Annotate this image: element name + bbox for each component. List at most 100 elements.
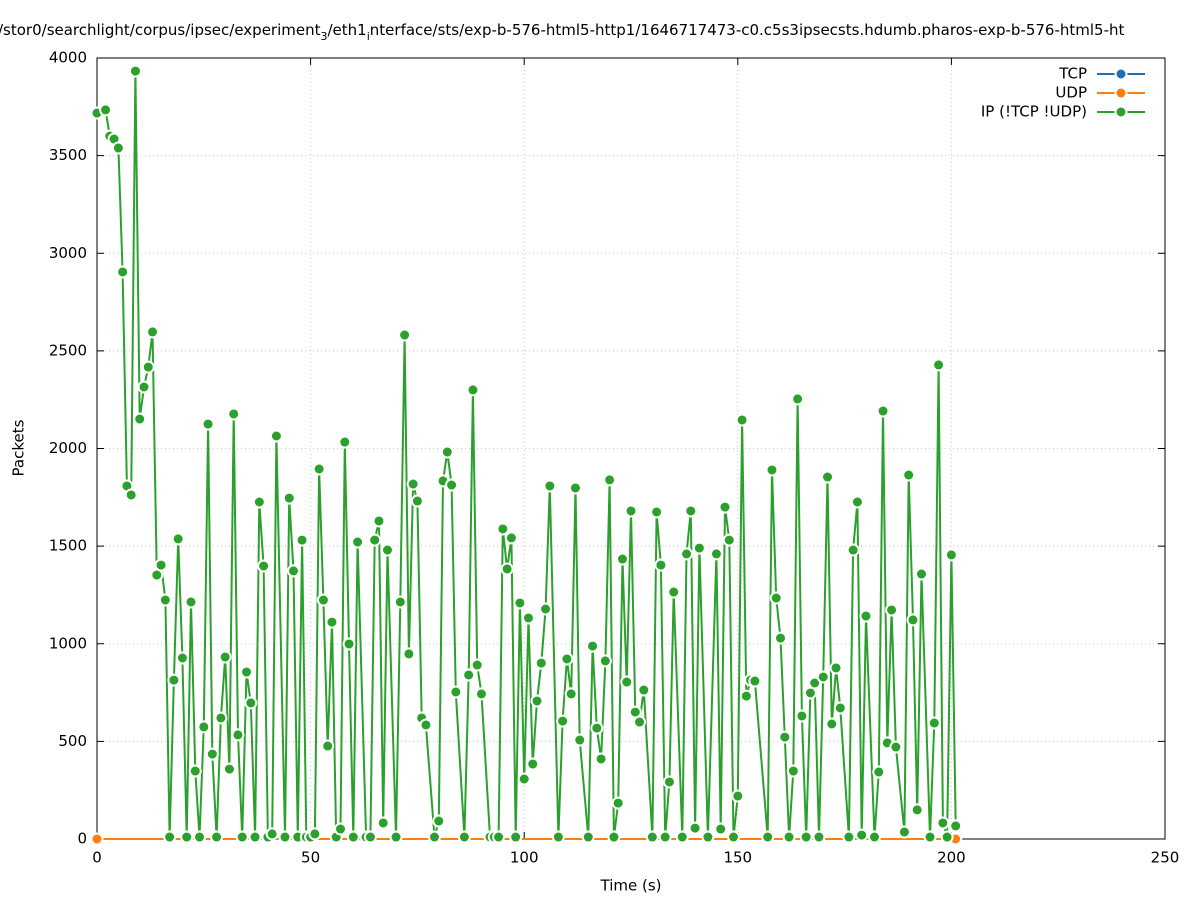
data-point — [944, 548, 958, 562]
data-point — [876, 404, 890, 418]
data-point — [269, 429, 283, 443]
data-point — [398, 328, 412, 342]
data-point — [868, 830, 882, 844]
data-point — [923, 830, 937, 844]
data-point — [932, 358, 946, 372]
data-point — [504, 531, 518, 545]
data-point — [735, 413, 749, 427]
data-point — [133, 412, 147, 426]
data-point — [180, 830, 194, 844]
data-point — [419, 718, 433, 732]
data-point — [556, 714, 570, 728]
x-tick-label: 200 — [937, 849, 966, 867]
data-point — [581, 830, 595, 844]
data-point — [731, 789, 745, 803]
data-point — [645, 830, 659, 844]
data-point — [620, 675, 634, 689]
data-point — [175, 651, 189, 665]
data-point — [188, 764, 202, 778]
data-point — [722, 533, 736, 547]
data-point — [825, 717, 839, 731]
data-point — [727, 830, 741, 844]
data-point — [500, 562, 514, 576]
data-point — [855, 828, 869, 842]
x-tick-label: 50 — [301, 849, 320, 867]
data-point — [667, 585, 681, 599]
data-point — [171, 532, 185, 546]
data-point — [90, 832, 104, 846]
y-tick-label: 500 — [58, 732, 87, 750]
data-point — [380, 543, 394, 557]
data-point — [539, 602, 553, 616]
data-point — [474, 687, 488, 701]
data-point — [662, 775, 676, 789]
data-point — [949, 819, 963, 833]
data-point — [197, 720, 211, 734]
legend-marker — [1114, 105, 1128, 119]
data-point — [205, 747, 219, 761]
data-point — [363, 830, 377, 844]
data-point — [99, 103, 113, 117]
data-point — [124, 488, 138, 502]
y-tick-label: 2000 — [49, 439, 87, 457]
data-point — [470, 658, 484, 672]
data-point — [889, 740, 903, 754]
data-point — [816, 670, 830, 684]
legend-label: UDP — [1055, 84, 1087, 102]
data-point — [312, 462, 326, 476]
data-point — [184, 595, 198, 609]
data-point — [551, 830, 565, 844]
data-point — [564, 687, 578, 701]
x-tick-label: 250 — [1151, 849, 1180, 867]
data-point — [718, 500, 732, 514]
data-point — [321, 739, 335, 753]
data-point — [615, 552, 629, 566]
data-point — [222, 762, 236, 776]
data-point — [351, 535, 365, 549]
data-point — [692, 541, 706, 555]
data-point — [680, 547, 694, 561]
data-point — [821, 470, 835, 484]
y-axis-label: Packets — [10, 419, 28, 476]
data-point — [778, 730, 792, 744]
y-tick-label: 3500 — [49, 146, 87, 164]
data-point — [688, 821, 702, 835]
data-point — [248, 830, 262, 844]
data-point — [432, 814, 446, 828]
data-point — [714, 822, 728, 836]
data-point — [859, 609, 873, 623]
legend-label: IP (!TCP !UDP) — [981, 103, 1087, 121]
data-point — [795, 709, 809, 723]
data-point — [914, 567, 928, 581]
data-point — [765, 463, 779, 477]
data-point — [389, 830, 403, 844]
data-point — [709, 547, 723, 561]
data-point — [701, 830, 715, 844]
legend-marker — [1114, 67, 1128, 81]
y-tick-label: 1000 — [49, 634, 87, 652]
data-point — [372, 514, 386, 528]
data-point — [287, 564, 301, 578]
data-point — [128, 64, 142, 78]
chart-title: /stor0/searchlight/corpus/ipsec/experime… — [0, 21, 1124, 43]
data-point — [257, 559, 271, 573]
data-point — [509, 830, 523, 844]
data-point — [748, 674, 762, 688]
data-point — [594, 752, 608, 766]
data-point — [167, 673, 181, 687]
data-point — [410, 494, 424, 508]
data-point — [338, 435, 352, 449]
data-point — [402, 647, 416, 661]
data-point — [466, 383, 480, 397]
data-point — [927, 716, 941, 730]
data-point — [808, 676, 822, 690]
data-point — [440, 445, 454, 459]
data-point — [521, 611, 535, 625]
title-subscript: i — [367, 30, 370, 43]
data-point — [210, 830, 224, 844]
data-point — [111, 141, 125, 155]
data-point — [530, 694, 544, 708]
data-point — [586, 639, 600, 653]
